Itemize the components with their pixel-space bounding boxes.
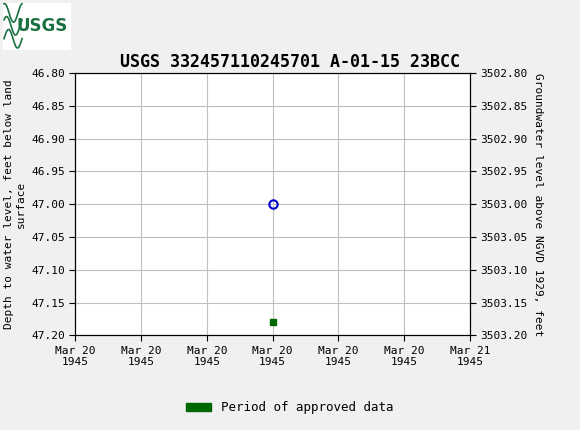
Text: USGS: USGS (17, 17, 68, 35)
Y-axis label: Groundwater level above NGVD 1929, feet: Groundwater level above NGVD 1929, feet (533, 73, 543, 336)
Y-axis label: Depth to water level, feet below land
surface: Depth to water level, feet below land su… (4, 80, 26, 329)
Text: USGS 332457110245701 A-01-15 23BCC: USGS 332457110245701 A-01-15 23BCC (120, 53, 460, 71)
Legend: Period of approved data: Period of approved data (181, 396, 399, 419)
Bar (3, 3, 70, 49)
